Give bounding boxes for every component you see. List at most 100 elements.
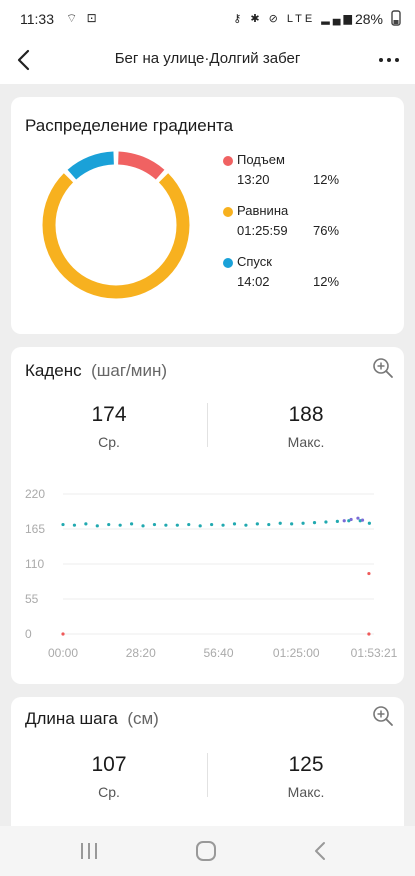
cadence-max-label: Макс. xyxy=(287,434,325,450)
cadence-data-point xyxy=(210,522,214,527)
legend-flat-name: Равнина xyxy=(237,203,289,218)
donut-flat-segment xyxy=(42,173,190,299)
stride-unit: (см) xyxy=(127,709,159,728)
cadence-data-point xyxy=(141,524,145,528)
status-right-icons: ⚷ ✱ ⊘ LTE ▂▄▆ xyxy=(233,13,355,25)
nav-back-icon[interactable] xyxy=(308,838,334,864)
cadence-data-point xyxy=(118,523,122,527)
y-tick-label: 0 xyxy=(25,627,32,641)
legend-flat-percent: 76% xyxy=(313,223,340,238)
cadence-data-point xyxy=(221,523,225,527)
gradient-title: Распределение градиента xyxy=(25,116,234,135)
status-time: 11:33 xyxy=(20,11,54,27)
cadence-data-point xyxy=(107,522,111,527)
home-icon[interactable] xyxy=(193,838,219,864)
cadence-data-point xyxy=(72,523,77,527)
stat-divider xyxy=(207,753,208,797)
legend-downhill-time: 14:02 xyxy=(237,274,270,289)
gradient-card: Распределение градиента Подъем 13:20 12%… xyxy=(11,97,404,334)
cadence-data-point xyxy=(278,521,282,525)
recent-apps-icon[interactable] xyxy=(76,838,102,864)
cadence-data-point xyxy=(255,522,259,526)
stride-avg: 107 Ср. xyxy=(11,753,207,800)
system-nav-bar xyxy=(0,826,415,876)
cadence-card: Каденс (шаг/мин) 174 Ср. 188 Макс. 220 16… xyxy=(11,347,404,684)
cadence-data-point xyxy=(198,524,202,528)
donut-downhill-segment xyxy=(67,151,115,180)
cadence-title: Каденс (шаг/мин) xyxy=(25,361,167,381)
cadence-data-point xyxy=(335,519,339,523)
cadence-data-point xyxy=(267,522,271,527)
legend-uphill-time: 13:20 xyxy=(237,172,270,187)
cadence-data-point xyxy=(187,522,191,527)
cadence-data-point xyxy=(367,632,371,636)
cadence-data-point xyxy=(367,521,371,525)
battery-percent: 28% xyxy=(354,11,383,27)
cadence-data-point xyxy=(367,571,371,576)
stride-max-label: Макс. xyxy=(287,784,325,800)
cadence-data-point xyxy=(290,522,294,526)
cadence-avg-value: 174 xyxy=(91,403,127,426)
cadence-data-point xyxy=(324,520,328,524)
page-title: Бег на улице·Долгий забег xyxy=(114,50,301,67)
cadence-data-point xyxy=(342,519,346,523)
stride-avg-label: Ср. xyxy=(98,784,120,800)
legend-downhill-percent: 12% xyxy=(313,274,340,289)
cadence-avg-label: Ср. xyxy=(98,434,120,450)
legend-flat-dot xyxy=(223,207,233,217)
cadence-data-point xyxy=(164,523,168,527)
stat-divider xyxy=(207,403,208,447)
status-bar: 11:33 ⌔ ⊡ ⚷ ✱ ⊘ LTE ▂▄▆ 28% xyxy=(0,0,415,36)
back-arrow-icon[interactable] xyxy=(12,46,38,74)
stride-max-value: 125 xyxy=(288,753,324,776)
x-tick-label: 56:40 xyxy=(203,646,233,660)
x-tick-label: 01:53:21 xyxy=(351,646,398,660)
cadence-data-point xyxy=(95,524,99,528)
legend-uphill-name: Подъем xyxy=(237,152,285,167)
zoom-in-icon[interactable] xyxy=(372,705,394,727)
cadence-max: 188 Макс. xyxy=(208,403,404,450)
x-tick-label: 28:20 xyxy=(126,646,156,660)
top-app-bar: Бег на улице·Долгий забег xyxy=(0,36,415,84)
cadence-data-point xyxy=(61,522,65,527)
donut-uphill-segment xyxy=(117,151,165,180)
cadence-data-point xyxy=(244,523,248,527)
zoom-in-icon[interactable] xyxy=(372,357,394,379)
y-tick-label: 110 xyxy=(25,557,44,571)
x-tick-label: 01:25:00 xyxy=(273,646,320,660)
cadence-data-point xyxy=(356,516,360,520)
status-left-icons: ⌔ ⊡ xyxy=(66,11,100,25)
y-tick-label: 165 xyxy=(25,522,45,536)
cadence-data-point xyxy=(232,522,237,526)
more-icon[interactable] xyxy=(377,48,401,72)
stride-card: Длина шага (см) 107 Ср. 125 Макс. xyxy=(11,697,404,837)
cadence-data-point xyxy=(152,522,157,527)
cadence-title-text: Каденс xyxy=(25,361,82,380)
y-tick-label: 220 xyxy=(25,487,45,501)
cadence-max-value: 188 xyxy=(288,403,324,426)
legend-downhill-dot xyxy=(223,258,233,268)
cadence-scatter-chart: 220 165 110 55 0 00:00 28:20 56:40 01:25:00 01:53… xyxy=(25,487,398,660)
battery-icon xyxy=(391,10,401,26)
stride-title: Длина шага (см) xyxy=(25,709,159,729)
gradient-donut-chart xyxy=(42,151,190,299)
stride-title-text: Длина шага xyxy=(25,709,118,728)
y-tick-label: 55 xyxy=(25,592,39,606)
cadence-data-point xyxy=(349,517,353,522)
stride-max: 125 Макс. xyxy=(208,753,404,800)
legend-uphill-dot xyxy=(223,156,233,166)
cadence-data-point xyxy=(175,523,179,527)
stride-avg-value: 107 xyxy=(91,753,127,776)
cadence-data-point xyxy=(312,521,317,525)
cadence-data-point xyxy=(360,518,365,522)
cadence-data-point xyxy=(61,632,65,636)
legend-flat-time: 01:25:59 xyxy=(237,223,288,238)
legend-downhill-name: Спуск xyxy=(237,254,272,269)
cadence-data-point xyxy=(301,521,305,525)
cadence-data-point xyxy=(84,522,88,526)
cadence-data-point xyxy=(129,522,134,526)
cadence-avg: 174 Ср. xyxy=(11,403,207,450)
legend-uphill-percent: 12% xyxy=(313,172,340,187)
cadence-unit: (шаг/мин) xyxy=(91,361,167,380)
x-tick-label: 00:00 xyxy=(48,646,78,660)
